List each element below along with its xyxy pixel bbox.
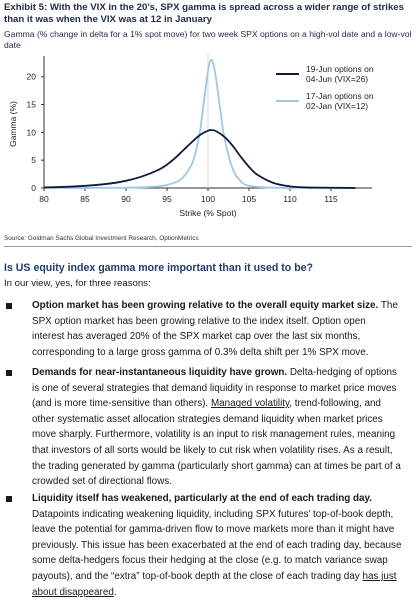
has-just-link[interactable]: has just: [362, 571, 397, 582]
bullet-3-text: .: [113, 586, 117, 598]
x-tick-label: 115: [324, 194, 338, 204]
series-line-2: [43, 58, 356, 189]
bullet-1: Option market has been growing relative …: [4, 298, 408, 360]
bullet-2-line: (and is more time-sensitive than others)…: [32, 398, 209, 410]
bullet-2: Demands for near-instantaneous liquidity…: [4, 365, 408, 490]
bullet-1-line: interest has averaged 20% of the SPX mar…: [32, 331, 361, 343]
x-tick-label: 105: [242, 194, 256, 204]
intro-text: In our view, yes, for three reasons:: [4, 278, 151, 289]
bullet-2-line: the trading generated by gamma (particul…: [32, 460, 401, 472]
chart-series: [43, 58, 356, 189]
bullet-2-line: that investors of all sorts would be lik…: [32, 445, 393, 456]
bullet-3-bold: Liquidity itself has weakened, particula…: [32, 493, 373, 504]
x-tick-label: 80: [39, 194, 49, 204]
y-tick-label: 15: [27, 100, 37, 110]
x-tick-label: 100: [201, 194, 215, 204]
y-tick-label: 10: [27, 127, 37, 137]
bullet-3-text: payouts), and the “extra” top-of-book de…: [32, 571, 363, 582]
bullet-square-icon: [6, 370, 12, 376]
x-axis-label: Strike (% Spot): [179, 208, 236, 218]
chart-legend: 19-Jun options on 04-Jun (VIX=26) 17-Jan o…: [276, 64, 374, 111]
legend-label-1: 19-Jun options on 04-Jun (VIX=26): [306, 64, 374, 84]
bullet-3-line: leave the potential for gamma-driven flo…: [32, 524, 395, 536]
chart-axes: 80 85 90 95 100 105 110 115 0 5 10 15 20 Strike (% Sp…: [8, 54, 372, 218]
y-tick-label: 5: [31, 155, 36, 165]
bullet-1-line: SPX option market has been growing relat…: [32, 315, 366, 327]
x-tick-label: 85: [80, 194, 90, 204]
y-tick-label: 20: [27, 72, 37, 82]
x-tick-label: 90: [121, 194, 131, 204]
about-disappeared-link[interactable]: about disappeared: [32, 586, 114, 598]
bullet-2-text: Delta-hedging of options: [287, 367, 397, 378]
legend-label-2: 17-Jan options on 02-Jan (VIX=12): [306, 91, 374, 111]
bullet-2-bold: Demands for near-instantaneous liquidity…: [32, 367, 288, 378]
section-heading: Is US equity index gamma more important …: [4, 262, 314, 274]
bullet-square-icon: [6, 303, 12, 309]
bullet-1-line: corresponding to a large gross gamma of …: [32, 346, 369, 358]
bullet-1-bold: Option market has been growing relative …: [32, 300, 379, 311]
divider-top: [4, 246, 412, 247]
managed-volatility-link[interactable]: Managed volatility: [210, 398, 290, 410]
source-note: Source: Goldman Sachs Global Investment …: [4, 235, 199, 242]
bullet-2-line: is one of several strategies that demand…: [32, 382, 397, 394]
bullet-3: Liquidity itself has weakened, particula…: [4, 491, 408, 601]
bullet-2-line: crowded set of directional flows.: [32, 476, 172, 488]
bullet-2-text: , trend-following, and: [289, 398, 381, 410]
y-tick-label: 0: [31, 183, 36, 193]
bullet-3-line: some delta-hedgers focus their hedging a…: [32, 555, 388, 567]
bullet-square-icon: [6, 496, 12, 502]
y-axis-label: Gamma (%): [8, 101, 18, 147]
series-line-1: [43, 129, 356, 189]
gamma-chart: 80 85 90 95 100 105 110 115 0 5 10 15 20 Strike (% Sp…: [8, 54, 374, 218]
bullet-3-line: Datapoints indicating weakening liquidit…: [32, 508, 394, 520]
bullet-3-line: previously. This issue has been exacerba…: [32, 539, 402, 551]
bullet-2-line: move sharply. Furthermore, volatility is…: [32, 429, 396, 441]
exhibit-title: Exhibit 5: With the VIX in the 20’s, SPX…: [4, 2, 404, 25]
x-tick-label: 95: [162, 194, 172, 204]
bullet-2-line: other systematic asset allocation strate…: [32, 413, 383, 425]
x-tick-label: 110: [283, 194, 297, 204]
exhibit-subtitle: Gamma (% change in delta for a 1% spot m…: [4, 29, 412, 50]
